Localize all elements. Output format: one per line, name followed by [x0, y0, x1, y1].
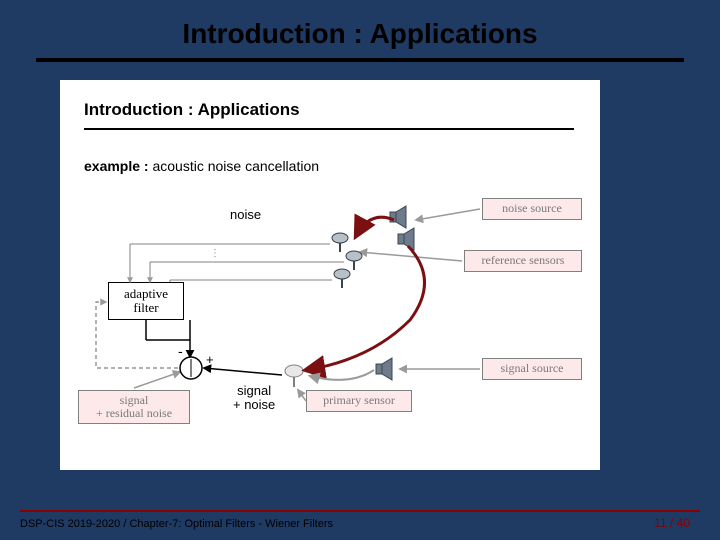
mic-icon-1	[332, 233, 348, 252]
footer-line	[20, 510, 700, 512]
diagram: noise signal + noise adaptive filter noi…	[60, 190, 600, 460]
example-label: example :	[84, 158, 149, 174]
page-total: 40	[677, 516, 690, 530]
feedback-dashed	[96, 302, 178, 368]
inner-title: Introduction : Applications	[84, 100, 300, 120]
speaker-icon-1	[390, 206, 406, 228]
mic-icon-3	[334, 269, 350, 288]
slide-title: Introduction : Applications	[182, 18, 537, 49]
slide-root: Introduction : Applications Introduction…	[0, 0, 720, 540]
gray-arrow-signal	[310, 370, 374, 380]
footer: DSP-CIS 2019-2020 / Chapter-7: Optimal F…	[0, 510, 720, 540]
example-topic: acoustic noise cancellation	[152, 158, 319, 174]
ptr-ref-sensors	[360, 252, 462, 261]
title-underline	[36, 58, 684, 62]
red-arrow-2	[306, 246, 425, 370]
footer-page: 11 / 40	[654, 516, 690, 530]
content-panel: Introduction : Applications example : ac…	[60, 80, 600, 470]
svg-text:⋮: ⋮	[210, 248, 220, 259]
minus-sign: -	[178, 343, 183, 359]
page-sep: /	[667, 516, 677, 530]
diagram-svg: ⋮ + -	[60, 190, 600, 460]
example-line: example : acoustic noise cancellation	[84, 158, 319, 174]
ptr-noise-source	[416, 209, 480, 220]
primary-to-sum	[204, 368, 282, 375]
inner-underline	[84, 128, 574, 130]
red-arrow-1	[356, 217, 394, 236]
ptr-primary-sensor	[298, 390, 306, 401]
plus-sign: +	[206, 352, 214, 367]
footer-left: DSP-CIS 2019-2020 / Chapter-7: Optimal F…	[20, 518, 333, 530]
mic-icon-primary	[285, 365, 303, 387]
speaker-icon-2	[398, 228, 414, 250]
speaker-icon-signal	[376, 358, 392, 380]
inner-title-text: Introduction : Applications	[84, 100, 300, 119]
title-bar: Introduction : Applications	[0, 18, 720, 50]
page-current: 11	[654, 516, 666, 530]
mic-icon-2	[346, 251, 362, 270]
ptr-signal-residual	[134, 372, 180, 388]
